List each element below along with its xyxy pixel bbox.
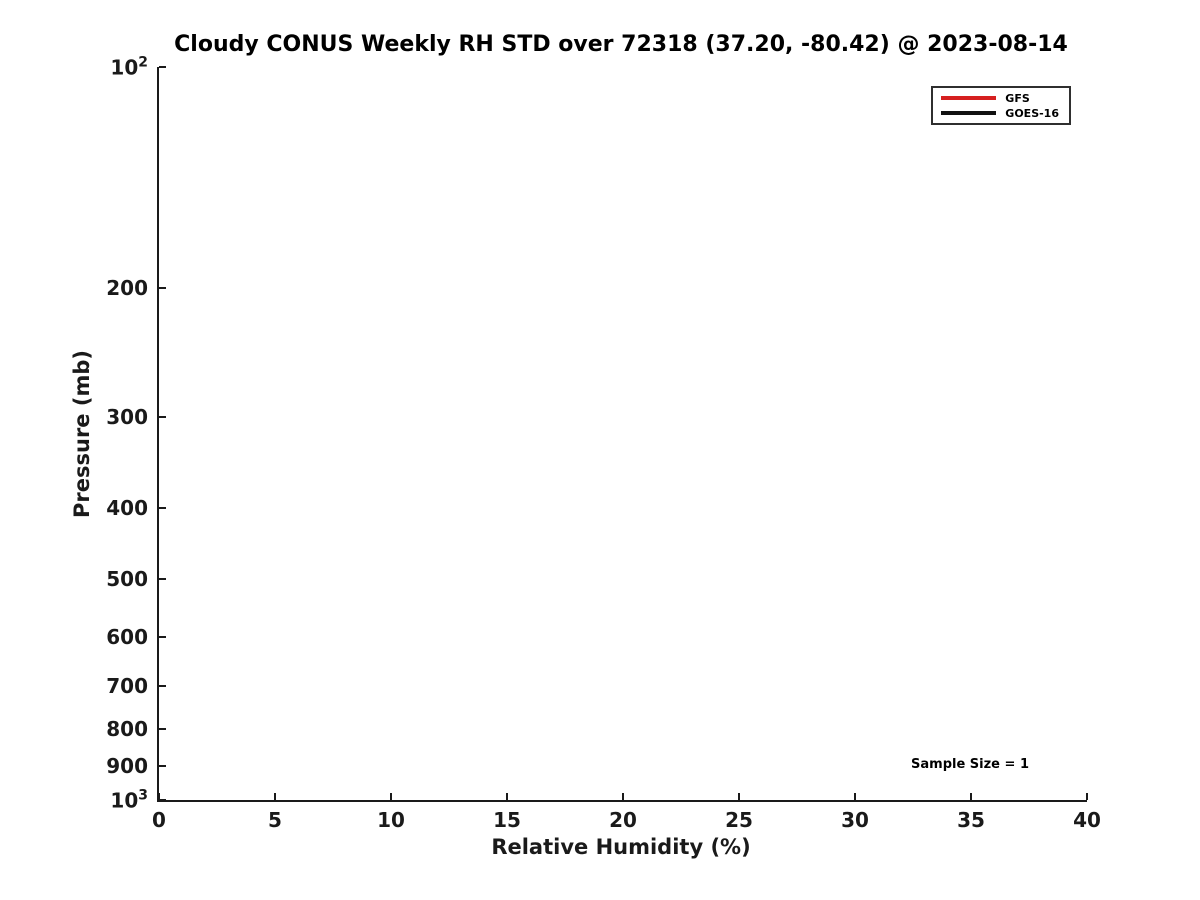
y-tick-label: 600 — [106, 625, 148, 650]
y-axis-label: Pressure (mb) — [70, 350, 94, 518]
legend: GFS GOES-16 — [931, 86, 1071, 125]
x-tick — [390, 793, 392, 800]
y-tick — [159, 578, 166, 581]
legend-entry-label: GFS — [1005, 91, 1030, 105]
x-tick — [738, 793, 740, 800]
x-tick — [1086, 793, 1088, 800]
y-tick — [159, 636, 166, 639]
plot-area: GFS GOES-16 Sample Size = 1 0 5 10 15 20 25 30 3… — [106, 55, 1101, 832]
x-tick-label: 5 — [268, 808, 282, 832]
y-tick-label: 500 — [106, 567, 148, 592]
x-tick — [854, 793, 856, 800]
y-tick — [159, 286, 166, 289]
y-tick — [159, 685, 166, 688]
y-tick-label: 400 — [106, 496, 148, 521]
x-tick-label: 20 — [609, 808, 637, 832]
x-tick — [506, 793, 508, 800]
y-tick — [159, 507, 166, 510]
y-tick-label: 700 — [106, 674, 148, 699]
x-tick-label: 10 — [377, 808, 405, 832]
x-tick-label: 25 — [725, 808, 753, 832]
x-tick — [970, 793, 972, 800]
legend-entry: GOES-16 — [941, 106, 1059, 120]
y-tick — [159, 799, 166, 801]
y-tick-label: 900 — [106, 754, 148, 779]
legend-entry: GFS — [941, 91, 1059, 105]
x-axis-label: Relative Humidity (%) — [491, 835, 751, 859]
series-svg — [159, 67, 1087, 800]
y-tick-label: 200 — [106, 275, 148, 300]
sample-size-annotation: Sample Size = 1 — [911, 757, 1029, 772]
y-tick-label: 103 — [110, 787, 148, 813]
y-tick — [159, 66, 166, 68]
legend-line-sample — [941, 96, 997, 100]
y-tick — [159, 727, 166, 730]
x-tick-label: 35 — [957, 808, 985, 832]
chart-title: Cloudy CONUS Weekly RH STD over 72318 (3… — [174, 32, 1068, 57]
y-tick — [159, 765, 166, 768]
x-tick-label: 40 — [1073, 808, 1101, 832]
x-tick-label: 0 — [152, 808, 166, 832]
x-tick — [158, 793, 160, 800]
x-tick — [274, 793, 276, 800]
y-tick-label: 800 — [106, 716, 148, 741]
y-tick-label: 102 — [110, 54, 148, 80]
x-tick-label: 30 — [841, 808, 869, 832]
y-tick-label: 300 — [106, 404, 148, 429]
legend-line-sample — [941, 111, 997, 115]
x-tick-label: 15 — [493, 808, 521, 832]
legend-entry-label: GOES-16 — [1005, 106, 1059, 120]
x-tick — [622, 793, 624, 800]
y-tick — [159, 415, 166, 418]
